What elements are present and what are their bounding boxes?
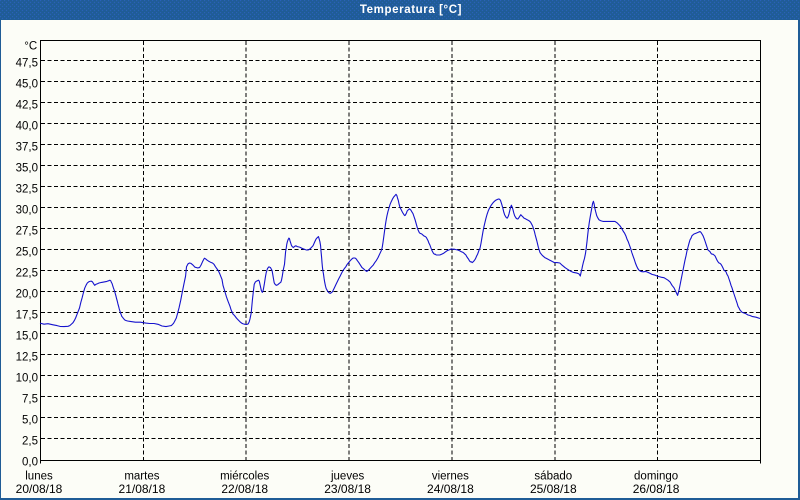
svg-text:40,0: 40,0 bbox=[16, 121, 38, 133]
svg-text:22,5: 22,5 bbox=[16, 268, 38, 280]
svg-text:15,0: 15,0 bbox=[16, 331, 38, 343]
svg-text:miércoles: miércoles bbox=[220, 471, 269, 483]
svg-text:25/08/18: 25/08/18 bbox=[530, 482, 577, 496]
svg-text:23/08/18: 23/08/18 bbox=[324, 482, 371, 496]
svg-text:17,5: 17,5 bbox=[16, 310, 38, 322]
svg-text:°C: °C bbox=[24, 41, 37, 53]
svg-text:35,0: 35,0 bbox=[16, 163, 38, 175]
svg-text:22/08/18: 22/08/18 bbox=[221, 482, 268, 496]
svg-text:martes: martes bbox=[124, 471, 159, 483]
svg-text:2,5: 2,5 bbox=[22, 436, 38, 448]
svg-text:10,0: 10,0 bbox=[16, 373, 38, 385]
svg-text:32,5: 32,5 bbox=[16, 184, 38, 196]
svg-text:30,0: 30,0 bbox=[16, 205, 38, 217]
svg-text:25,0: 25,0 bbox=[16, 247, 38, 259]
svg-text:jueves: jueves bbox=[330, 471, 364, 483]
svg-text:37,5: 37,5 bbox=[16, 142, 38, 154]
svg-text:5,0: 5,0 bbox=[22, 415, 38, 427]
svg-text:viernes: viernes bbox=[432, 471, 469, 483]
svg-text:domingo: domingo bbox=[634, 471, 678, 483]
svg-text:26/08/18: 26/08/18 bbox=[633, 482, 680, 496]
svg-text:lunes: lunes bbox=[25, 471, 53, 483]
svg-text:12,5: 12,5 bbox=[16, 352, 38, 364]
svg-text:sábado: sábado bbox=[534, 471, 572, 483]
svg-text:21/08/18: 21/08/18 bbox=[119, 482, 166, 496]
svg-text:24/08/18: 24/08/18 bbox=[427, 482, 474, 496]
svg-text:45,0: 45,0 bbox=[16, 79, 38, 91]
svg-text:0,0: 0,0 bbox=[22, 457, 38, 469]
svg-text:47,5: 47,5 bbox=[16, 58, 38, 70]
svg-text:27,5: 27,5 bbox=[16, 226, 38, 238]
svg-text:20,0: 20,0 bbox=[16, 289, 38, 301]
svg-text:7,5: 7,5 bbox=[22, 394, 38, 406]
svg-text:42,5: 42,5 bbox=[16, 100, 38, 112]
svg-text:20/08/18: 20/08/18 bbox=[16, 482, 63, 496]
